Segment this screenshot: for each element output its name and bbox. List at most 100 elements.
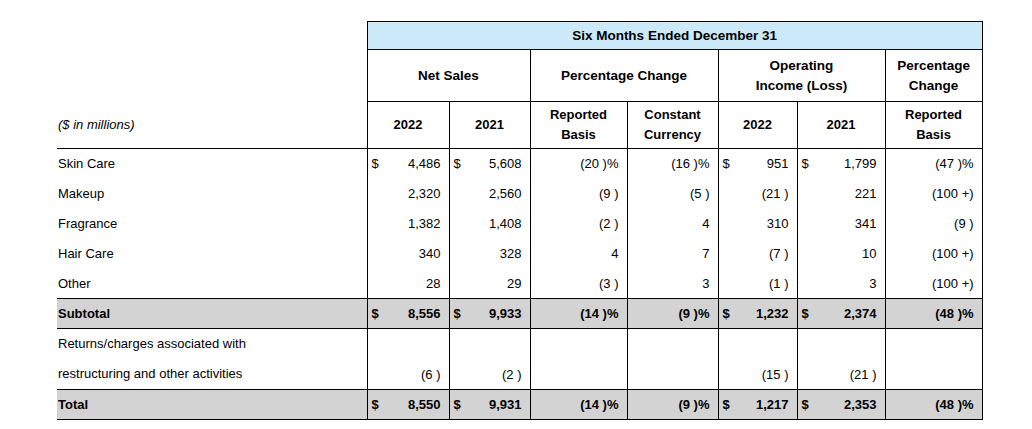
spacer-cell (57, 22, 367, 50)
cell: 3 (797, 269, 885, 299)
dollar-sign: $ (454, 397, 461, 412)
cell-value: 341 (855, 216, 877, 231)
col-group-percentage-change-2: Percentage Change (885, 50, 982, 102)
cell: 3 (627, 269, 718, 299)
cell: $9,933 (449, 299, 530, 329)
cell-value: 4 (611, 246, 618, 261)
cell-value: 9,933 (489, 306, 522, 321)
cell-value: (5 ) (690, 186, 710, 201)
cell: (14 )% (530, 390, 627, 420)
cell-value: 4,486 (408, 156, 441, 171)
dollar-sign: $ (723, 306, 730, 321)
cell: $1,232 (718, 299, 797, 329)
dollar-sign: $ (454, 306, 461, 321)
cell-value: 1,382 (408, 216, 441, 231)
cell-value: 951 (767, 156, 789, 171)
cell: $5,608 (449, 149, 530, 179)
table-row-hair-care: Hair Care 340 328 4 7 (7 ) 10 (100 +) (57, 239, 982, 269)
cell: (14 )% (530, 299, 627, 329)
cell: (9 ) (885, 209, 982, 239)
cell-value: (14 )% (580, 397, 618, 412)
cell-value: 328 (500, 246, 522, 261)
cell-value: 1,408 (489, 216, 522, 231)
cell: (9 )% (627, 299, 718, 329)
table-row-makeup: Makeup 2,320 2,560 (9 ) (5 ) (21 ) 221 (… (57, 179, 982, 209)
cell: (47 )% (885, 149, 982, 179)
row-label: Fragrance (57, 209, 367, 239)
dollar-sign: $ (802, 397, 809, 412)
cell-value: (9 ) (954, 216, 974, 231)
cell-value: 1,217 (756, 397, 789, 412)
cell: (15 ) (718, 329, 797, 390)
cell: $2,353 (797, 390, 885, 420)
row-label: Total (57, 390, 367, 420)
table-row-total: Total $8,550 $9,931 (14 )% (9 )% $1,217 … (57, 390, 982, 420)
row-label-line-1: Returns/charges associated with (58, 329, 367, 359)
cell-value: 8,556 (408, 306, 441, 321)
spacer-cell (57, 50, 367, 102)
col-group-net-sales: Net Sales (367, 50, 530, 102)
dollar-sign: $ (372, 397, 379, 412)
cell: 340 (367, 239, 449, 269)
cell-value: (48 )% (935, 397, 973, 412)
row-label: Makeup (57, 179, 367, 209)
cell (530, 329, 627, 390)
table-row-other: Other 28 29 (3 ) 3 (1 ) 3 (100 +) (57, 269, 982, 299)
table-row-subtotal: Subtotal $8,556 $9,933 (14 )% (9 )% $1,2… (57, 299, 982, 329)
table-row-fragrance: Fragrance 1,382 1,408 (2 ) 4 310 341 (9 … (57, 209, 982, 239)
cell: 2,560 (449, 179, 530, 209)
cell: 1,382 (367, 209, 449, 239)
dollar-sign: $ (454, 156, 461, 171)
cell-value: 29 (507, 276, 521, 291)
cell: 28 (367, 269, 449, 299)
cell-value: (48 )% (935, 306, 973, 321)
table-title-row: Six Months Ended December 31 (57, 22, 982, 50)
cell-value: (47 )% (935, 156, 973, 171)
cell: (100 +) (885, 239, 982, 269)
segment-results-table: Six Months Ended December 31 Net Sales P… (57, 21, 983, 420)
cell-value: (100 +) (932, 246, 974, 261)
row-label: Subtotal (57, 299, 367, 329)
cell-value: 10 (862, 246, 876, 261)
cell-value: (15 ) (762, 367, 789, 382)
cell: $951 (718, 149, 797, 179)
col-header-net-sales-2021: 2021 (449, 102, 530, 149)
cell-value: 2,560 (489, 186, 522, 201)
column-group-row: Net Sales Percentage Change Operating In… (57, 50, 982, 102)
cell-value: 2,353 (844, 397, 877, 412)
cell-value: 4 (702, 216, 709, 231)
dollar-sign: $ (372, 306, 379, 321)
cell-value: (6 ) (421, 367, 441, 382)
cell-value: (21 ) (850, 367, 877, 382)
cell: (2 ) (530, 209, 627, 239)
cell: $9,931 (449, 390, 530, 420)
cell: 221 (797, 179, 885, 209)
cell (885, 329, 982, 390)
row-label: Other (57, 269, 367, 299)
cell-value: 5,608 (489, 156, 522, 171)
cell: 10 (797, 239, 885, 269)
cell: (6 ) (367, 329, 449, 390)
cell: (16 )% (627, 149, 718, 179)
cell: 328 (449, 239, 530, 269)
cell-value: 1,232 (756, 306, 789, 321)
cell: 4 (627, 209, 718, 239)
cell-value: 28 (426, 276, 440, 291)
cell: (2 ) (449, 329, 530, 390)
cell-value: (100 +) (932, 186, 974, 201)
cell-value: (20 )% (580, 156, 618, 171)
cell-value: 310 (767, 216, 789, 231)
cell: (100 +) (885, 179, 982, 209)
cell: 310 (718, 209, 797, 239)
cell: $4,486 (367, 149, 449, 179)
cell: 4 (530, 239, 627, 269)
cell-value: 1,799 (844, 156, 877, 171)
col-header-pct2-reported-basis: Reported Basis (885, 102, 982, 149)
col-header-pct-reported-basis: Reported Basis (530, 102, 627, 149)
cell: 29 (449, 269, 530, 299)
cell-value: 221 (855, 186, 877, 201)
cell-value: (100 +) (932, 276, 974, 291)
cell: 1,408 (449, 209, 530, 239)
cell-value: (9 )% (678, 397, 709, 412)
cell-value: (2 ) (502, 367, 522, 382)
